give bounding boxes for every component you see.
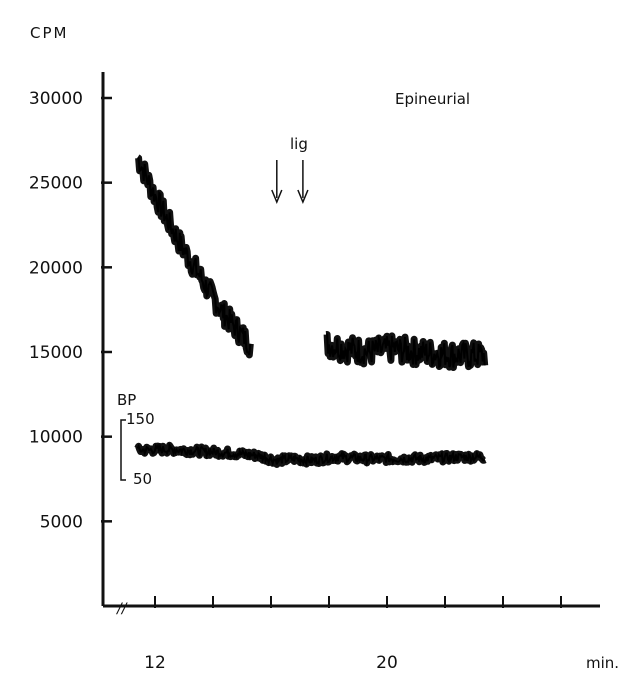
x-tick-label: 20 [376,653,398,673]
axes [101,72,600,608]
y-tick-label: 10000 [29,428,83,448]
y-axis-label: CPM [30,24,68,42]
y-tick-label: 20000 [29,258,83,278]
bp-scale-bottom: 50 [133,470,152,488]
y-ticks: 30000 25000 20000 15000 10000 5000 [29,89,112,532]
ligature-arrow-head [297,189,309,204]
ligature-arrow-head [271,189,283,204]
axis-break-mark: // [115,601,128,617]
lig-label: lig [290,135,308,153]
y-tick-label: 5000 [40,512,83,532]
annotations [120,160,309,481]
x-ticks: 12 20 [144,596,562,673]
y-tick-label: 25000 [29,174,83,194]
y-tick-label: 15000 [29,343,83,363]
x-tick-label: 12 [144,653,166,673]
bp-label: BP [117,391,136,409]
chart-title: Epineurial [395,90,470,108]
cpm-trace-segment-2-detail [326,333,486,370]
bp-trace-detail [136,442,486,468]
y-tick-label: 30000 [29,89,83,109]
traces [134,154,489,468]
bp-scale-top: 150 [126,410,155,428]
cpm-trace-segment-1-detail [137,156,252,356]
x-axis-unit-label: min. [586,654,619,672]
bp-scale-bracket [120,419,126,481]
